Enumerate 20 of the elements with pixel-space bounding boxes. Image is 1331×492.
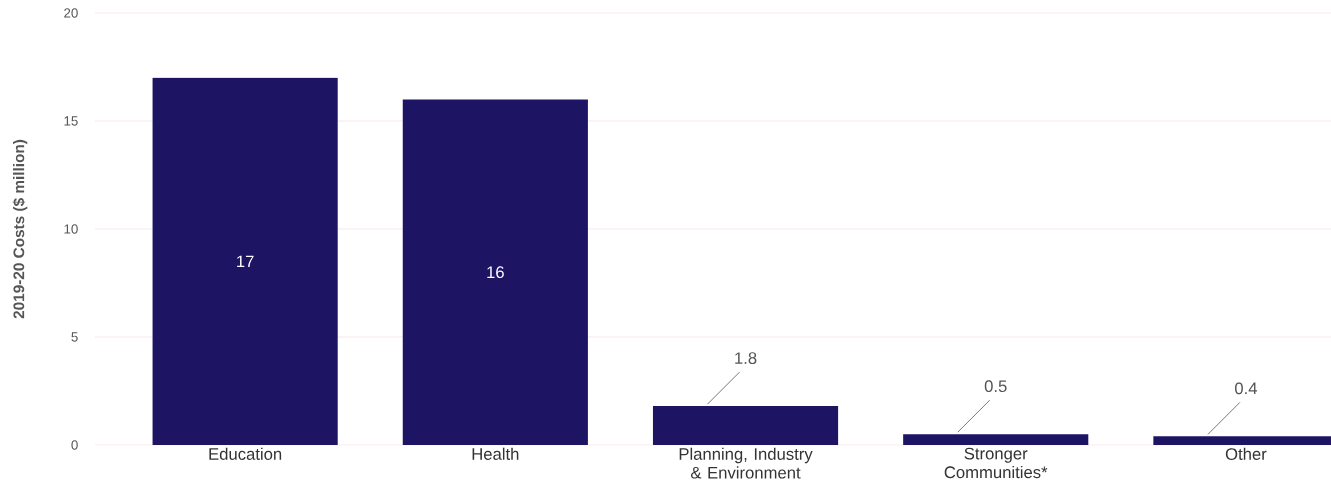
- x-tick-label: Planning, Industry & Environment: [679, 447, 813, 479]
- bar: [402, 99, 588, 445]
- data-label: 16: [487, 266, 504, 279]
- bar: [652, 406, 839, 445]
- y-tick-label: 0: [71, 440, 78, 450]
- data-label: 0.4: [1234, 382, 1258, 395]
- x-tick-label: Other: [1225, 447, 1267, 460]
- x-tick-label: Health: [472, 447, 519, 460]
- x-tick-label: Stronger Communities*: [944, 447, 1048, 479]
- bar: [903, 434, 1089, 445]
- x-tick-label: Education: [209, 447, 282, 460]
- y-tick-label: 15: [64, 116, 78, 126]
- y-tick-label: 20: [64, 8, 78, 18]
- data-label: 0.5: [984, 380, 1007, 393]
- y-tick-label: 10: [64, 224, 78, 234]
- y-axis-title: 2019-20 Costs ($ million): [12, 139, 28, 319]
- data-label: 17: [237, 255, 254, 268]
- bar: [152, 77, 338, 445]
- y-tick-label: 5: [71, 332, 78, 342]
- data-label: 1.8: [735, 352, 757, 365]
